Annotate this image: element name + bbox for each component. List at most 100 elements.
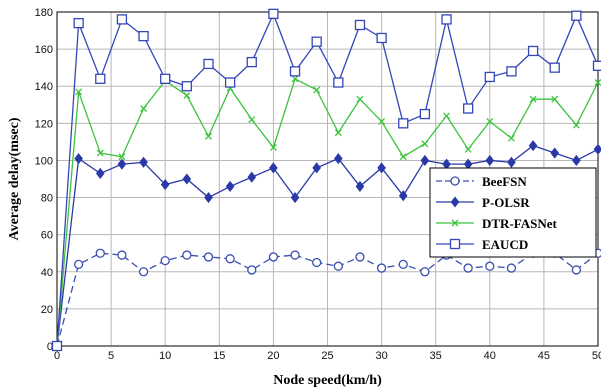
- x-tick-label: 35: [430, 350, 442, 362]
- data-point-p-olsr: [74, 153, 83, 165]
- data-point-p-olsr: [355, 180, 365, 192]
- legend-marker: [450, 196, 460, 208]
- x-tick-label: 40: [484, 350, 496, 362]
- legend: BeeFSN P-OLSR DTR-FASNet EAUCD: [429, 167, 597, 258]
- data-point-eaucd: [268, 8, 279, 20]
- plot-area: [56, 11, 599, 347]
- legend-label: P-OLSR: [482, 195, 530, 210]
- data-point-eaucd: [73, 17, 84, 29]
- data-point-p-olsr: [463, 158, 473, 170]
- x-tick-label: 10: [159, 350, 171, 362]
- x-tick-label: 30: [375, 350, 387, 362]
- y-tick-label: 0: [47, 341, 53, 353]
- data-point-beefsn: [117, 250, 127, 260]
- data-point-beefsn: [203, 252, 214, 262]
- data-point-dtr-fasnet: [443, 112, 450, 120]
- data-point-eaucd: [398, 118, 409, 129]
- data-point-beefsn: [355, 252, 365, 262]
- data-point-dtr-fasnet: [205, 132, 212, 140]
- x-tick-label: 50: [592, 350, 601, 362]
- legend-item-beefsn: BeeFSN: [436, 174, 527, 189]
- series-eaucd: [51, 8, 601, 352]
- y-axis-title: Average delay(msec): [7, 117, 22, 240]
- data-point-eaucd: [311, 36, 322, 47]
- data-point-p-olsr: [333, 153, 343, 165]
- data-point-eaucd: [246, 56, 257, 68]
- data-point-p-olsr: [204, 191, 213, 204]
- y-tick-label: 60: [41, 230, 53, 242]
- data-point-beefsn: [138, 267, 149, 277]
- data-point-beefsn: [290, 250, 300, 260]
- data-point-beefsn: [312, 257, 322, 268]
- data-point-beefsn: [376, 263, 387, 273]
- data-point-dtr-fasnet: [464, 145, 472, 153]
- data-point-p-olsr: [139, 156, 148, 168]
- data-point-dtr-fasnet: [96, 149, 104, 157]
- y-tick-label: 180: [35, 7, 53, 19]
- data-point-p-olsr: [312, 162, 322, 174]
- data-point-p-olsr: [160, 179, 170, 191]
- data-point-beefsn: [73, 259, 84, 270]
- y-tick-label: 100: [35, 155, 53, 167]
- data-point-beefsn: [420, 267, 430, 277]
- series-line-beefsn: [56, 252, 599, 347]
- data-point-p-olsr: [247, 171, 257, 183]
- data-point-dtr-fasnet: [594, 79, 601, 86]
- data-point-p-olsr: [269, 162, 278, 174]
- data-point-beefsn: [398, 259, 408, 270]
- data-point-p-olsr: [572, 154, 581, 167]
- data-point-eaucd: [354, 19, 366, 31]
- data-point-eaucd: [463, 103, 474, 114]
- data-point-dtr-fasnet: [248, 116, 256, 124]
- data-point-dtr-fasnet: [334, 129, 342, 137]
- y-tick-label: 20: [41, 304, 53, 316]
- data-point-beefsn: [160, 255, 170, 266]
- series-dtr-fasnet: [53, 75, 601, 350]
- data-point-eaucd: [506, 66, 517, 77]
- data-point-dtr-fasnet: [486, 118, 494, 125]
- data-point-eaucd: [441, 14, 452, 25]
- data-point-dtr-fasnet: [551, 95, 559, 103]
- x-tick-label: 20: [267, 350, 279, 362]
- legend-label: DTR-FASNet: [482, 216, 558, 231]
- x-tick-label: 25: [321, 350, 333, 362]
- data-point-eaucd: [419, 108, 431, 120]
- data-point-p-olsr: [290, 191, 300, 204]
- data-point-p-olsr: [117, 158, 127, 170]
- data-point-beefsn: [571, 265, 582, 275]
- data-point-eaucd: [376, 32, 387, 44]
- legend-label: BeeFSN: [482, 174, 527, 189]
- x-axis-title: Node speed(km/h): [273, 373, 382, 388]
- data-point-eaucd: [592, 60, 601, 71]
- data-point-beefsn: [506, 263, 517, 273]
- y-tick-label: 120: [35, 118, 53, 130]
- legend-item-eaucd: EAUCD: [436, 237, 528, 252]
- y-tick-label: 40: [41, 267, 53, 279]
- data-point-dtr-fasnet: [140, 105, 148, 112]
- data-point-p-olsr: [550, 147, 560, 159]
- data-point-dtr-fasnet: [399, 153, 407, 161]
- data-point-p-olsr: [377, 162, 386, 174]
- x-tick-label: 5: [108, 350, 114, 362]
- data-point-p-olsr: [528, 140, 538, 152]
- data-point-eaucd: [333, 77, 344, 88]
- legend-item-dtr-fasnet: DTR-FASNet: [436, 216, 558, 231]
- data-point-eaucd: [160, 73, 171, 84]
- data-point-dtr-fasnet: [421, 140, 429, 148]
- data-point-eaucd: [549, 62, 560, 73]
- data-point-eaucd: [527, 45, 539, 57]
- series-layer: [51, 8, 601, 352]
- x-tick-label: 0: [54, 350, 60, 362]
- data-point-eaucd: [203, 58, 214, 70]
- data-point-eaucd: [51, 340, 63, 352]
- legend-marker: [449, 238, 461, 250]
- data-point-dtr-fasnet: [75, 88, 83, 96]
- data-point-beefsn: [333, 261, 343, 271]
- data-point-beefsn: [485, 261, 495, 271]
- data-point-dtr-fasnet: [291, 75, 299, 83]
- data-point-beefsn: [247, 265, 257, 275]
- data-point-p-olsr: [95, 167, 105, 179]
- legend-item-p-olsr: P-OLSR: [436, 195, 530, 210]
- data-point-dtr-fasnet: [572, 121, 580, 129]
- data-point-p-olsr: [398, 190, 408, 202]
